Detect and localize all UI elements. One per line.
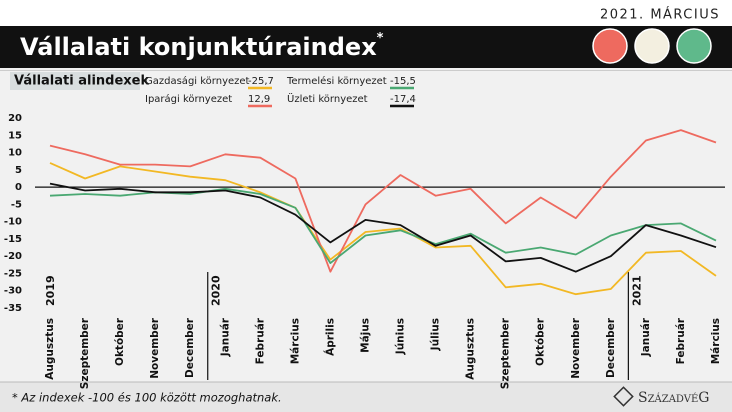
y-tick-label: -5: [11, 199, 22, 210]
subtitle-box: [10, 72, 140, 90]
legend-value: -25,7: [248, 76, 274, 87]
legend-value: -17,4: [390, 94, 416, 105]
subtitle: Vállalati alindexek: [14, 74, 149, 89]
legend-label: Gazdasági környezet: [145, 75, 250, 87]
x-tick-label: Augusztus: [465, 318, 477, 380]
date-label: 2021. MÁRCIUS: [600, 7, 720, 23]
footer-bar: [0, 382, 732, 412]
x-tick-label: November: [149, 317, 161, 379]
y-tick-label: 15: [8, 130, 22, 141]
legend-value: -15,5: [390, 76, 416, 87]
x-tick-label: Augusztus: [44, 318, 56, 380]
x-tick-label: Július: [430, 318, 442, 351]
footnote: * Az indexek -100 és 100 között mozoghat…: [12, 391, 282, 405]
title-sup: *: [377, 31, 384, 46]
x-tick-label: Április: [323, 318, 336, 356]
icon: [676, 28, 712, 64]
y-tick-label: 0: [15, 182, 22, 193]
divider: [0, 70, 732, 71]
y-tick-label: 20: [8, 113, 22, 124]
x-tick-label: December: [184, 317, 196, 378]
brand-icon: [613, 386, 634, 407]
y-tick-label: 10: [8, 148, 22, 159]
legend-label: Termelési környezet: [286, 75, 387, 87]
series-line: [49, 182, 717, 273]
y-tick-label: 5: [15, 165, 22, 176]
title-text: Vállalati konjunktúraindex: [20, 33, 377, 61]
legend-value: 12,9: [248, 94, 270, 105]
y-tick-label: -30: [4, 286, 22, 297]
y-tick-label: -20: [4, 251, 22, 262]
x-tick-label: Március: [710, 318, 722, 364]
x-tick-label: Október: [114, 317, 126, 366]
top-strip: [0, 0, 732, 26]
x-tick-label: Június: [395, 318, 407, 355]
y-tick-label: -15: [4, 234, 22, 245]
year-label: 2019: [44, 275, 57, 306]
series-line: [49, 162, 717, 296]
x-tick-label: November: [570, 317, 582, 379]
year-label: 2020: [210, 275, 223, 306]
title: Vállalati konjunktúraindex*: [20, 31, 384, 62]
y-tick-label: -10: [4, 217, 22, 228]
year-label: 2021: [630, 275, 643, 306]
icon: [592, 28, 628, 64]
icon: [634, 28, 670, 64]
legend-label: Üzleti környezet: [287, 92, 368, 105]
legend-label: Iparági környezet: [145, 93, 232, 105]
series-line: [49, 129, 717, 273]
x-tick-label: Május: [359, 318, 371, 353]
y-tick-label: -35: [4, 303, 22, 314]
x-tick-label: December: [605, 317, 617, 378]
brand: SzázadvéG: [638, 390, 709, 406]
x-tick-label: Március: [289, 318, 301, 364]
x-tick-label: Október: [535, 317, 547, 366]
y-tick-label: -25: [4, 268, 22, 279]
x-tick-label: Szeptember: [79, 317, 91, 389]
x-tick-label: Február: [675, 317, 687, 364]
x-tick-label: Január: [219, 317, 231, 357]
x-tick-label: Szeptember: [500, 317, 512, 389]
x-tick-label: Január: [640, 317, 652, 357]
x-tick-label: Február: [254, 317, 266, 364]
